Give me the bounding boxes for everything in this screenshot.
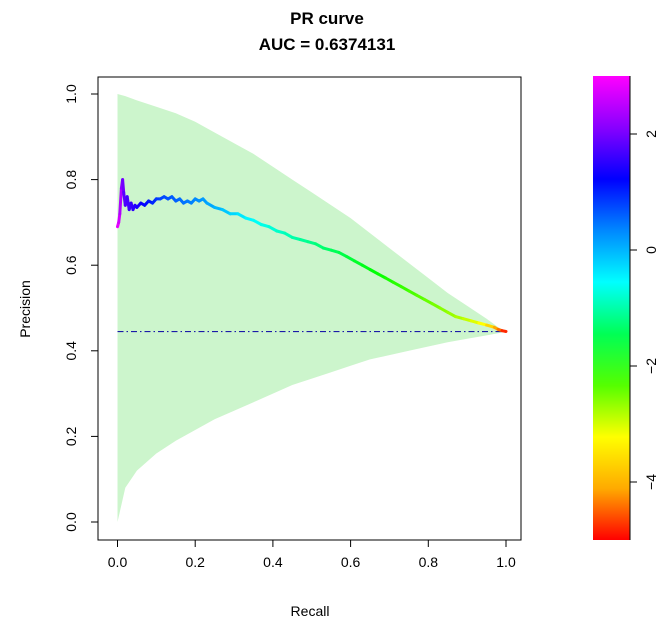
y-tick-label: 0.2 xyxy=(63,426,79,446)
chart-title: PR curve xyxy=(290,9,364,28)
x-axis-label: Recall xyxy=(291,603,330,619)
y-tick-label: 1.0 xyxy=(63,84,79,104)
confidence-band xyxy=(117,94,506,522)
colorbar-gradient xyxy=(593,76,630,540)
pr-curve-segment xyxy=(118,186,123,216)
x-tick-label: 0.4 xyxy=(263,554,283,570)
colorbar-tick-label: 0 xyxy=(643,246,659,254)
y-axis: 0.0 0.2 0.4 0.6 0.8 1.0 xyxy=(63,84,99,532)
chart-subtitle: AUC = 0.6374131 xyxy=(259,35,396,54)
colorbar-tick-label: −2 xyxy=(643,358,659,374)
y-tick-label: 0.4 xyxy=(63,341,79,361)
x-axis: 0.0 0.2 0.4 0.6 0.8 1.0 xyxy=(108,539,516,570)
y-tick-label: 0.6 xyxy=(63,255,79,275)
x-tick-label: 0.0 xyxy=(108,554,128,570)
x-tick-label: 0.6 xyxy=(341,554,361,570)
colorbar: 2 0 −2 −4 xyxy=(593,76,659,540)
y-tick-label: 0.8 xyxy=(63,170,79,190)
y-tick-label: 0.0 xyxy=(63,512,79,532)
colorbar-tick-label: −4 xyxy=(643,474,659,490)
x-tick-label: 1.0 xyxy=(496,554,516,570)
pr-curve-segment xyxy=(500,329,508,333)
plot-area xyxy=(116,94,508,522)
y-axis-label: Precision xyxy=(17,280,33,338)
colorbar-tick-label: 2 xyxy=(643,130,659,138)
pr-curve-segment xyxy=(121,178,126,194)
x-tick-label: 0.8 xyxy=(419,554,439,570)
x-tick-label: 0.2 xyxy=(185,554,205,570)
